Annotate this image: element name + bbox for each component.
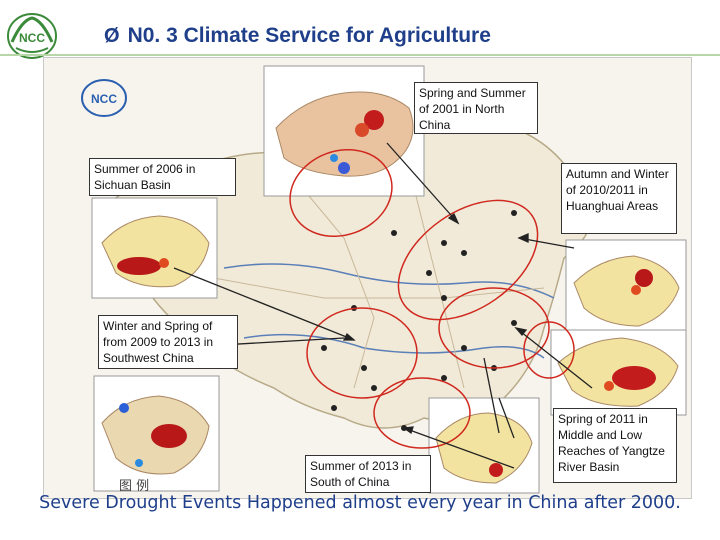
inset-map-north-china	[263, 65, 425, 197]
ellipse-south-china	[373, 377, 471, 449]
inset-map-huanghuai	[565, 239, 687, 336]
panel-ncc-logo: NCC	[81, 79, 127, 117]
callout-huanghuai-text: Autumn and Winter of 2010/2011 in Huangh…	[566, 167, 669, 213]
callout-sichuan: Summer of 2006 in Sichuan Basin	[89, 158, 236, 196]
legend-title: 图 例	[119, 479, 149, 494]
ellipse-yangtze	[438, 287, 550, 369]
callout-south-china: Summer of 2013 in South of China	[305, 455, 431, 493]
title-text: N0. 3 Climate Service for Agriculture	[127, 24, 491, 47]
ncc-logo-icon: NCC	[7, 13, 57, 59]
callout-sichuan-text: Summer of 2006 in Sichuan Basin	[94, 162, 196, 192]
callout-southwest-text: Winter and Spring of from 2009 to 2013 i…	[103, 319, 214, 365]
connector-arrows	[168, 142, 593, 469]
svg-text:NCC: NCC	[91, 92, 117, 106]
callout-huanghuai: Autumn and Winter of 2010/2011 in Huangh…	[561, 163, 677, 234]
inset-map-sichuan	[91, 197, 218, 299]
ellipse-north-huanghuai	[397, 199, 539, 321]
inset-map-southwest	[93, 375, 220, 492]
inset-map-south-china	[428, 397, 540, 494]
ncc-logo-text: NCC	[19, 31, 45, 45]
ellipse-north-china	[289, 148, 393, 238]
slide-caption: Severe Drought Events Happened almost ev…	[39, 493, 681, 513]
arrow-bullet-icon: Ø	[104, 25, 120, 47]
drought-region-ellipses	[289, 148, 575, 449]
ellipse-east	[523, 321, 575, 379]
callout-yangtze: Spring of 2011 in Middle and Low Reaches…	[553, 408, 677, 483]
title-divider	[0, 54, 720, 56]
callout-south-china-text: Summer of 2013 in South of China	[310, 459, 412, 489]
ellipse-southwest	[306, 307, 418, 399]
callout-north-china: Spring and Summer of 2001 in North China	[414, 82, 538, 134]
page-title: Ø N0. 3 Climate Service for Agriculture	[104, 24, 491, 48]
callout-southwest: Winter and Spring of from 2009 to 2013 i…	[98, 315, 238, 369]
inset-map-yangtze	[550, 329, 687, 416]
callout-north-china-text: Spring and Summer of 2001 in North China	[419, 86, 526, 132]
callout-yangtze-text: Spring of 2011 in Middle and Low Reaches…	[558, 412, 665, 474]
